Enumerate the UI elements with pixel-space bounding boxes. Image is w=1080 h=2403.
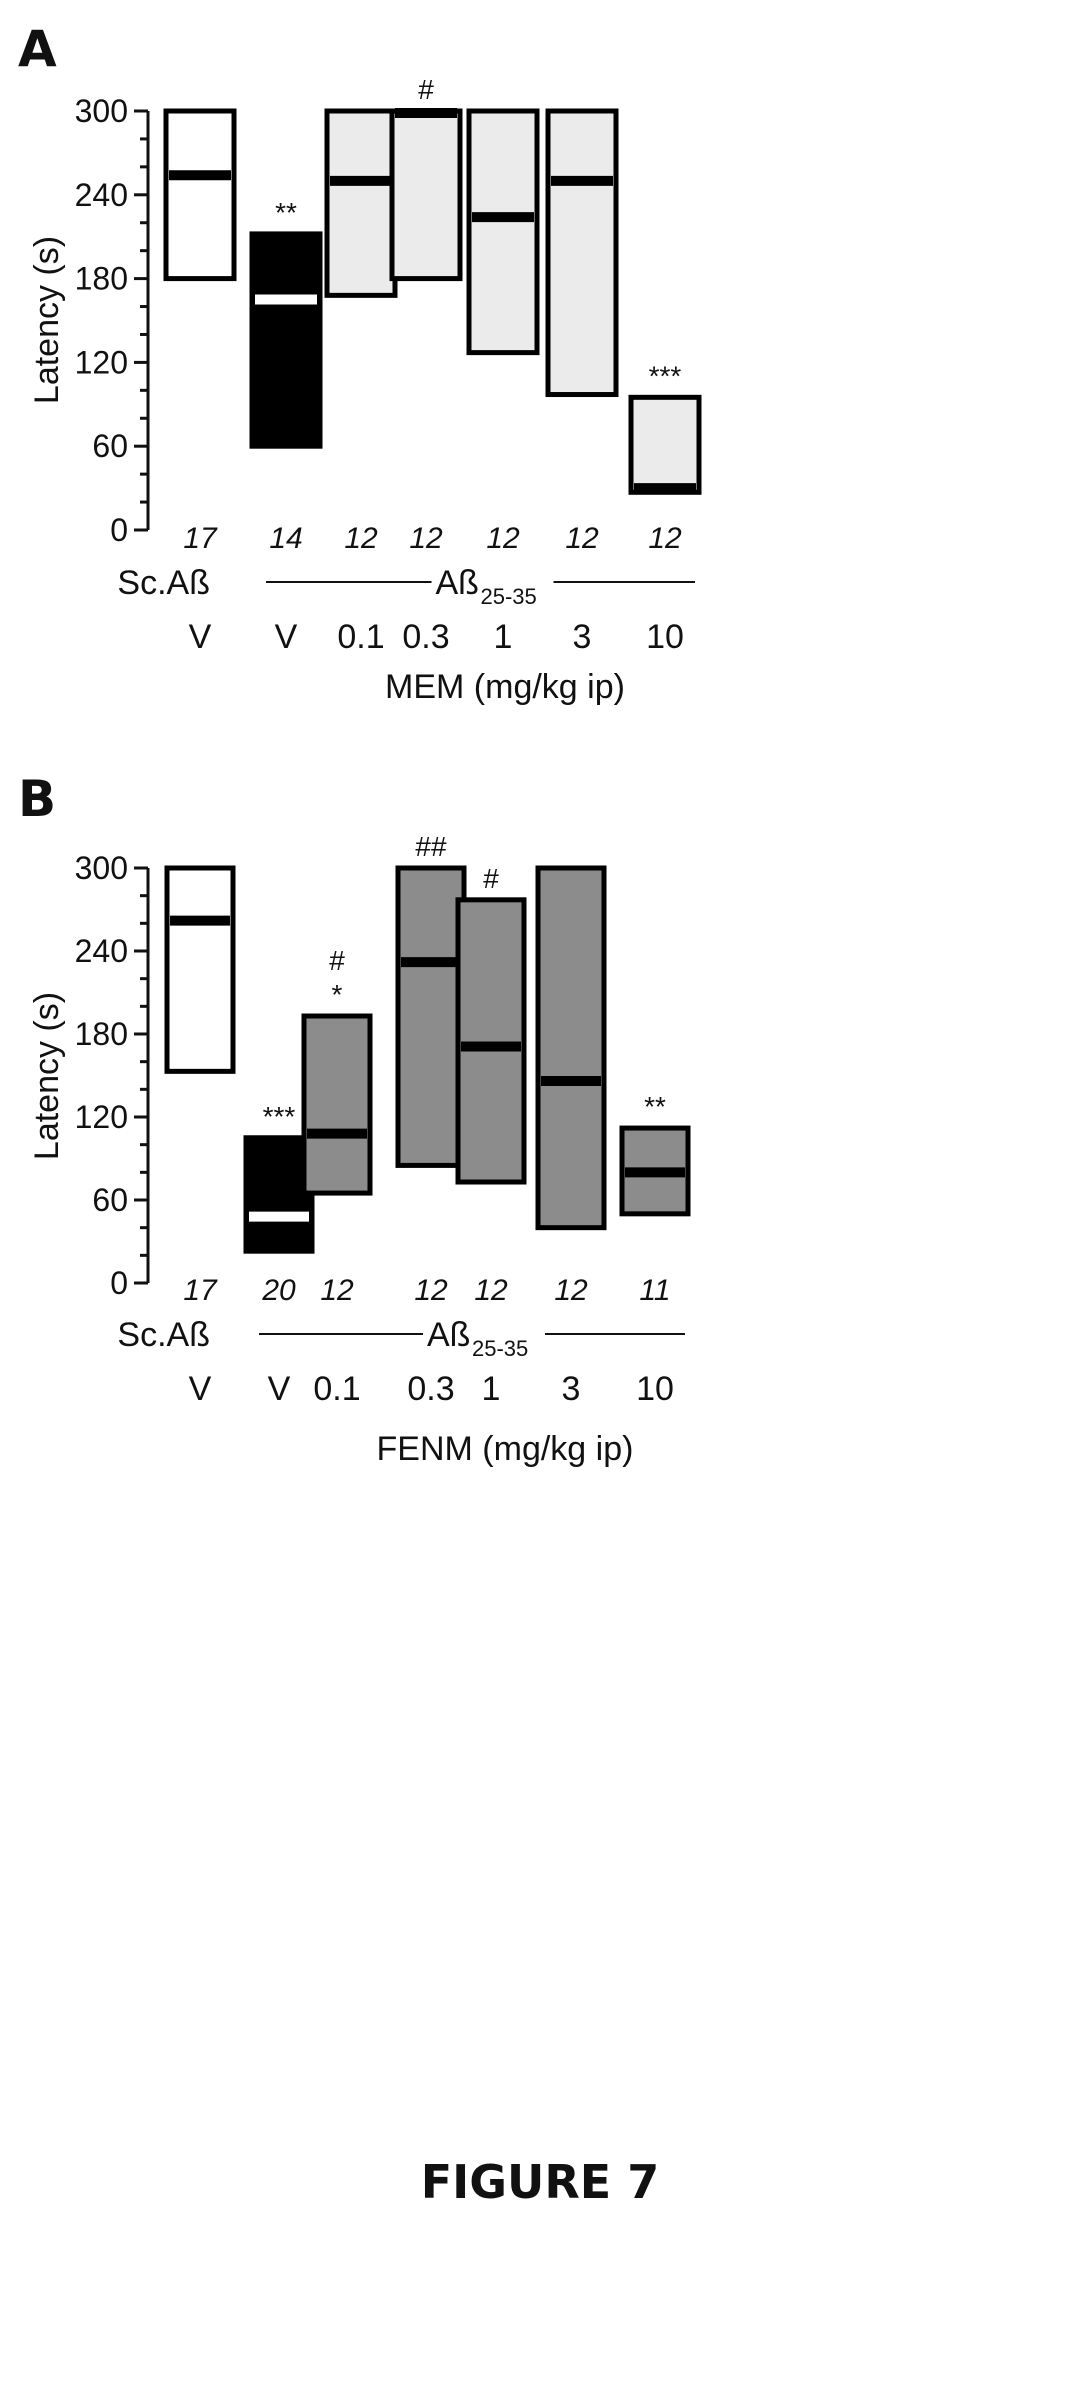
y-tick-label: 120 xyxy=(75,1099,128,1135)
sample-size-label: 12 xyxy=(474,1274,508,1307)
panel-b-letter: B xyxy=(18,770,57,828)
dose-label: 1 xyxy=(494,618,513,656)
significance-marker: ** xyxy=(275,197,297,228)
peptide-group-label: Aß xyxy=(427,1316,470,1354)
y-tick-label: 300 xyxy=(75,93,128,129)
sample-size-label: 12 xyxy=(414,1274,448,1307)
box-bar xyxy=(466,108,540,356)
peptide-group-subscript: 25-35 xyxy=(481,584,537,609)
y-tick-label: 240 xyxy=(75,933,128,969)
dose-label: V xyxy=(189,618,212,656)
sample-size-label: 12 xyxy=(409,522,443,555)
y-tick-label: 120 xyxy=(75,344,128,380)
box-bar xyxy=(395,865,467,1168)
box-bar xyxy=(628,394,702,495)
box-bar xyxy=(301,1013,373,1196)
y-tick-label: 0 xyxy=(110,512,128,548)
dose-label: 10 xyxy=(646,618,684,656)
drug-axis-label: FENM (mg/kg ip) xyxy=(377,1430,634,1468)
figure-caption: FIGURE 7 xyxy=(420,2155,660,2209)
dose-label: V xyxy=(268,1370,291,1408)
peptide-group-label: Aß xyxy=(436,564,479,602)
dose-label: V xyxy=(189,1370,212,1408)
dose-label: 10 xyxy=(636,1370,674,1408)
box-bar xyxy=(545,108,619,398)
significance-marker: # xyxy=(329,945,345,976)
sample-size-label: 12 xyxy=(486,522,520,555)
dose-label: V xyxy=(275,618,298,656)
box-bar xyxy=(389,108,463,282)
sample-size-label: 12 xyxy=(320,1274,354,1307)
drug-axis-label: MEM (mg/kg ip) xyxy=(385,668,625,706)
box-bar xyxy=(324,108,398,298)
sample-size-label: 12 xyxy=(648,522,682,555)
box-bar xyxy=(249,231,323,449)
y-tick-label: 60 xyxy=(92,428,128,464)
y-tick-label: 180 xyxy=(75,1016,128,1052)
significance-marker: ** xyxy=(644,1091,666,1122)
panel-a-chart: 0 60 120 180 240 300 Latency (s) 17 V ** 14 V 12 0.1 #… xyxy=(28,74,702,706)
significance-marker: *** xyxy=(263,1101,296,1132)
significance-marker: *** xyxy=(649,360,682,391)
sham-group-label: Sc.Aß xyxy=(117,564,210,602)
sample-size-label: 12 xyxy=(554,1274,588,1307)
sample-size-label: 17 xyxy=(183,1274,218,1307)
box-bar xyxy=(164,865,236,1074)
y-tick-label: 240 xyxy=(75,177,128,213)
dose-label: 0.1 xyxy=(313,1370,360,1408)
dose-label: 0.1 xyxy=(337,618,384,656)
box-bar xyxy=(163,108,237,282)
y-tick-label: 0 xyxy=(110,1265,128,1301)
box-bar xyxy=(535,865,607,1231)
sample-size-label: 12 xyxy=(565,522,599,555)
significance-marker: # xyxy=(418,74,434,105)
y-tick-label: 180 xyxy=(75,261,128,297)
significance-marker: * xyxy=(332,979,343,1010)
dose-label: 1 xyxy=(482,1370,501,1408)
y-tick-label: 60 xyxy=(92,1182,128,1218)
y-tick-label: 300 xyxy=(75,850,128,886)
significance-marker: # xyxy=(483,863,499,894)
sample-size-label: 11 xyxy=(639,1274,670,1307)
box-bar xyxy=(455,897,527,1185)
peptide-group-subscript: 25-35 xyxy=(472,1336,528,1361)
dose-label: 3 xyxy=(562,1370,581,1408)
significance-marker: ## xyxy=(415,831,447,862)
panel-a-letter: A xyxy=(18,20,57,78)
sham-group-label: Sc.Aß xyxy=(117,1316,210,1354)
sample-size-label: 12 xyxy=(344,522,378,555)
dose-label: 3 xyxy=(573,618,592,656)
dose-label: 0.3 xyxy=(402,618,449,656)
sample-size-label: 17 xyxy=(183,522,218,555)
y-axis-label: Latency (s) xyxy=(28,992,66,1160)
dose-label: 0.3 xyxy=(407,1370,454,1408)
y-axis-label: Latency (s) xyxy=(28,236,66,404)
sample-size-label: 20 xyxy=(261,1274,296,1307)
sample-size-label: 14 xyxy=(269,522,302,555)
